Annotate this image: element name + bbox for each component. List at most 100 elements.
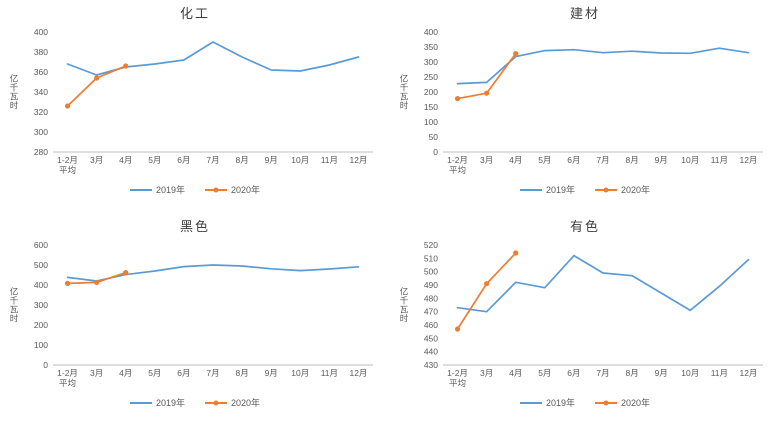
y-axis-title: 亿 [10, 287, 19, 297]
series-marker-2020年 [123, 63, 129, 69]
legend-item-2020: 2020年 [595, 183, 650, 196]
x-tick-label: 1-2月 [447, 155, 468, 165]
series-marker-2020年 [94, 279, 100, 285]
y-axis-title: 时 [400, 101, 409, 111]
chart-title-ferrous: 黑色 [179, 219, 210, 234]
legend-marker-dot-icon [603, 400, 609, 405]
y-tick-label: 250 [424, 72, 438, 82]
legend-item-2020: 2020年 [205, 396, 260, 409]
x-tick-label: 10月 [681, 155, 699, 165]
x-tick-label: 9月 [655, 368, 668, 378]
y-tick-label: 280 [34, 147, 48, 157]
y-axis-title: 时 [400, 314, 409, 324]
y-axis-title: 千 [400, 296, 409, 306]
y-axis-title: 瓦 [400, 305, 409, 315]
x-tick-label: 8月 [625, 155, 638, 165]
x-tick-label: 1-2月 [57, 155, 78, 165]
x-tick-label: 12月 [349, 368, 367, 378]
x-tick-label: 1-2月 [57, 368, 78, 378]
series-line-2020年 [66, 65, 127, 107]
legend-line-2019-icon [519, 401, 542, 404]
chart-legend-building-materials: 2019年 2020年 [519, 183, 650, 196]
x-tick-label: 11月 [321, 368, 338, 378]
legend-line-2020-icon [205, 400, 227, 405]
x-tick-label: 5月 [148, 368, 161, 378]
series-line-2019年 [66, 264, 360, 282]
legend-item-2019: 2019年 [519, 396, 575, 409]
series-marker-2020年 [484, 90, 490, 96]
x-tick-label: 5月 [538, 155, 551, 165]
chart-panel-ferrous: 黑色 0 100 200 300 400 500 600 亿千瓦时 1-2月 3月 4月 5月 6月 7月… [0, 213, 390, 426]
x-tick-label: 11月 [321, 155, 338, 165]
legend-item-2020: 2020年 [205, 183, 260, 196]
y-tick-label: 300 [424, 57, 438, 67]
y-tick-label: 500 [34, 260, 48, 270]
chart-legend-chemical: 2019年 2020年 [129, 183, 260, 196]
x-tick-sublabel: 平均 [449, 165, 466, 175]
legend-item-2020: 2020年 [595, 396, 650, 409]
legend-label-2019: 2019年 [545, 185, 575, 195]
y-axis-title: 瓦 [10, 92, 19, 102]
y-tick-label: 400 [424, 27, 438, 37]
y-axis-title: 瓦 [10, 305, 19, 315]
x-tick-label: 12月 [739, 368, 757, 378]
x-tick-label: 5月 [538, 368, 551, 378]
legend-label-2020: 2020年 [231, 185, 261, 195]
x-tick-label: 3月 [480, 155, 493, 165]
x-tick-label: 10月 [681, 368, 699, 378]
y-axis-title: 千 [10, 296, 19, 306]
y-tick-label: 440 [424, 347, 438, 357]
chart-title-chemical: 化工 [179, 6, 210, 21]
x-tick-label: 6月 [567, 155, 580, 165]
x-tick-label: 8月 [235, 368, 248, 378]
y-tick-label: 520 [424, 240, 438, 250]
y-tick-label: 500 [424, 267, 438, 277]
legend-item-2019: 2019年 [129, 396, 185, 409]
legend-marker-dot-icon [603, 187, 609, 192]
y-axis-title: 时 [10, 314, 19, 324]
x-tick-label: 4月 [119, 368, 132, 378]
x-tick-label: 9月 [265, 368, 278, 378]
y-tick-label: 150 [424, 102, 438, 112]
x-tick-label: 4月 [509, 155, 522, 165]
y-tick-label: 300 [34, 300, 48, 310]
x-tick-label: 8月 [625, 368, 638, 378]
x-tick-label: 4月 [509, 368, 522, 378]
x-tick-label: 3月 [90, 155, 103, 165]
chart-legend-ferrous: 2019年 2020年 [129, 396, 260, 409]
y-tick-label: 350 [424, 42, 438, 52]
y-tick-label: 380 [34, 47, 48, 57]
chart-title-nonferrous: 有色 [569, 219, 600, 234]
y-axis-title: 千 [400, 83, 409, 93]
x-tick-label: 4月 [119, 155, 132, 165]
legend-marker-dot-icon [213, 400, 219, 405]
y-tick-label: 450 [424, 333, 438, 343]
y-tick-label: 100 [34, 340, 48, 350]
chart-title-building-materials: 建材 [569, 6, 600, 21]
y-tick-label: 320 [34, 107, 48, 117]
y-tick-label: 480 [424, 293, 438, 303]
series-marker-2020年 [94, 75, 100, 81]
x-tick-label: 12月 [739, 155, 757, 165]
series-marker-2020年 [454, 96, 461, 102]
legend-item-2019: 2019年 [129, 183, 185, 196]
x-tick-label: 9月 [655, 155, 668, 165]
x-tick-sublabel: 平均 [59, 378, 76, 388]
x-tick-label: 11月 [711, 155, 728, 165]
legend-line-2019-icon [519, 188, 542, 191]
x-tick-label: 6月 [177, 155, 190, 165]
y-tick-label: 600 [34, 240, 48, 250]
legend-label-2019: 2019年 [155, 185, 185, 195]
x-tick-label: 7月 [596, 368, 609, 378]
series-marker-2020年 [64, 103, 71, 109]
y-tick-label: 0 [433, 147, 438, 157]
legend-label-2020: 2020年 [231, 398, 261, 408]
legend-marker-dot-icon [213, 187, 219, 192]
legend-line-2020-icon [595, 187, 617, 192]
x-tick-label: 3月 [480, 368, 493, 378]
legend-line-2020-icon [205, 187, 227, 192]
y-tick-label: 400 [34, 280, 48, 290]
